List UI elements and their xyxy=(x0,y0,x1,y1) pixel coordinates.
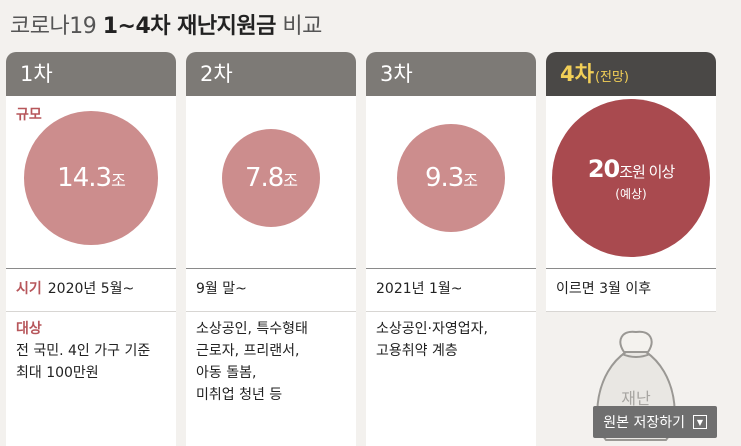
target-line: 소상공인, 특수형태 xyxy=(196,321,308,337)
when-value: 2021년 1월~ xyxy=(376,281,463,297)
target-label: 대상 xyxy=(16,321,42,337)
round-header: 3차 xyxy=(366,52,536,96)
round-header: 1차 xyxy=(6,52,176,96)
target-line: 소상공인·자영업자, xyxy=(376,321,488,337)
target-line: 근로자, 프리랜서, xyxy=(196,343,300,359)
title-part1: 코로나19 xyxy=(10,14,97,39)
bubble-round-2: 7.8조 xyxy=(221,128,321,228)
round-header-sub: (전망) xyxy=(594,70,630,85)
round-column-4: 4차(전망) 20조원 이상 (예상) 이르면 3월 이후 재난 xyxy=(546,52,716,446)
round-header: 4차(전망) xyxy=(546,52,716,96)
bubble-unit: 조 xyxy=(463,170,478,190)
round-column-1: 1차 규모 14.3조 시기 2020년 5월~ 대상 전 국민. 4인 가구 기… xyxy=(6,52,176,446)
bubble-value: 7.8 xyxy=(244,162,284,193)
chart-title: 코로나19 1~4차 재난지원금 비교 xyxy=(10,8,322,40)
round-header: 2차 xyxy=(186,52,356,96)
title-part2: 1~4차 재난지원금 xyxy=(102,14,277,39)
when-row: 이르면 3월 이후 xyxy=(546,268,716,312)
when-row: 시기 2020년 5월~ xyxy=(6,268,176,312)
bubble-round-4: 20조원 이상 (예상) xyxy=(552,99,710,257)
bubble-unit: 조 xyxy=(283,170,298,190)
bag-text: 재난 xyxy=(621,389,651,408)
bubble-value: 9.3 xyxy=(424,162,464,193)
bubble-note: (예상) xyxy=(615,186,647,201)
round-header-label: 4차 xyxy=(560,62,594,86)
round-column-2: 2차 7.8조 9월 말~ 소상공인, 특수형태 근로자, 프리랜서, 아동 돌… xyxy=(186,52,356,446)
save-original-button[interactable]: 원본 저장하기 ▼ xyxy=(593,406,717,438)
save-original-label: 원본 저장하기 xyxy=(603,415,685,431)
when-value: 2020년 5월~ xyxy=(47,281,135,297)
target-section: 소상공인, 특수형태 근로자, 프리랜서, 아동 돌봄, 미취업 청년 등 xyxy=(186,312,356,446)
target-line: 최대 100만원 xyxy=(16,365,99,381)
bubble-round-3: 9.3조 xyxy=(397,124,505,232)
when-value: 이르면 3월 이후 xyxy=(556,281,652,297)
scale-label: 규모 xyxy=(16,107,42,123)
when-row: 9월 말~ xyxy=(186,268,356,312)
target-section: 대상 전 국민. 4인 가구 기준 최대 100만원 xyxy=(6,312,176,446)
bubble-value: 14.3 xyxy=(57,162,112,193)
target-line: 미취업 청년 등 xyxy=(196,387,283,403)
target-section: 소상공인·자영업자, 고용취약 계층 xyxy=(366,312,536,446)
when-value: 9월 말~ xyxy=(196,281,247,297)
when-label: 시기 xyxy=(16,281,42,297)
round-column-3: 3차 9.3조 2021년 1월~ 소상공인·자영업자, 고용취약 계층 xyxy=(366,52,536,446)
dropdown-icon[interactable]: ▼ xyxy=(693,415,707,429)
bubble-round-1: 14.3조 xyxy=(24,111,158,245)
target-line: 전 국민. 4인 가구 기준 xyxy=(16,343,151,359)
bubble-unit: 조원 이상 xyxy=(619,162,675,181)
bubble-unit: 조 xyxy=(111,170,126,190)
title-part3: 비교 xyxy=(282,14,322,39)
bubble-value: 20 xyxy=(587,154,620,183)
target-line: 고용취약 계층 xyxy=(376,343,458,359)
when-row: 2021년 1월~ xyxy=(366,268,536,312)
target-line: 아동 돌봄, xyxy=(196,365,257,381)
